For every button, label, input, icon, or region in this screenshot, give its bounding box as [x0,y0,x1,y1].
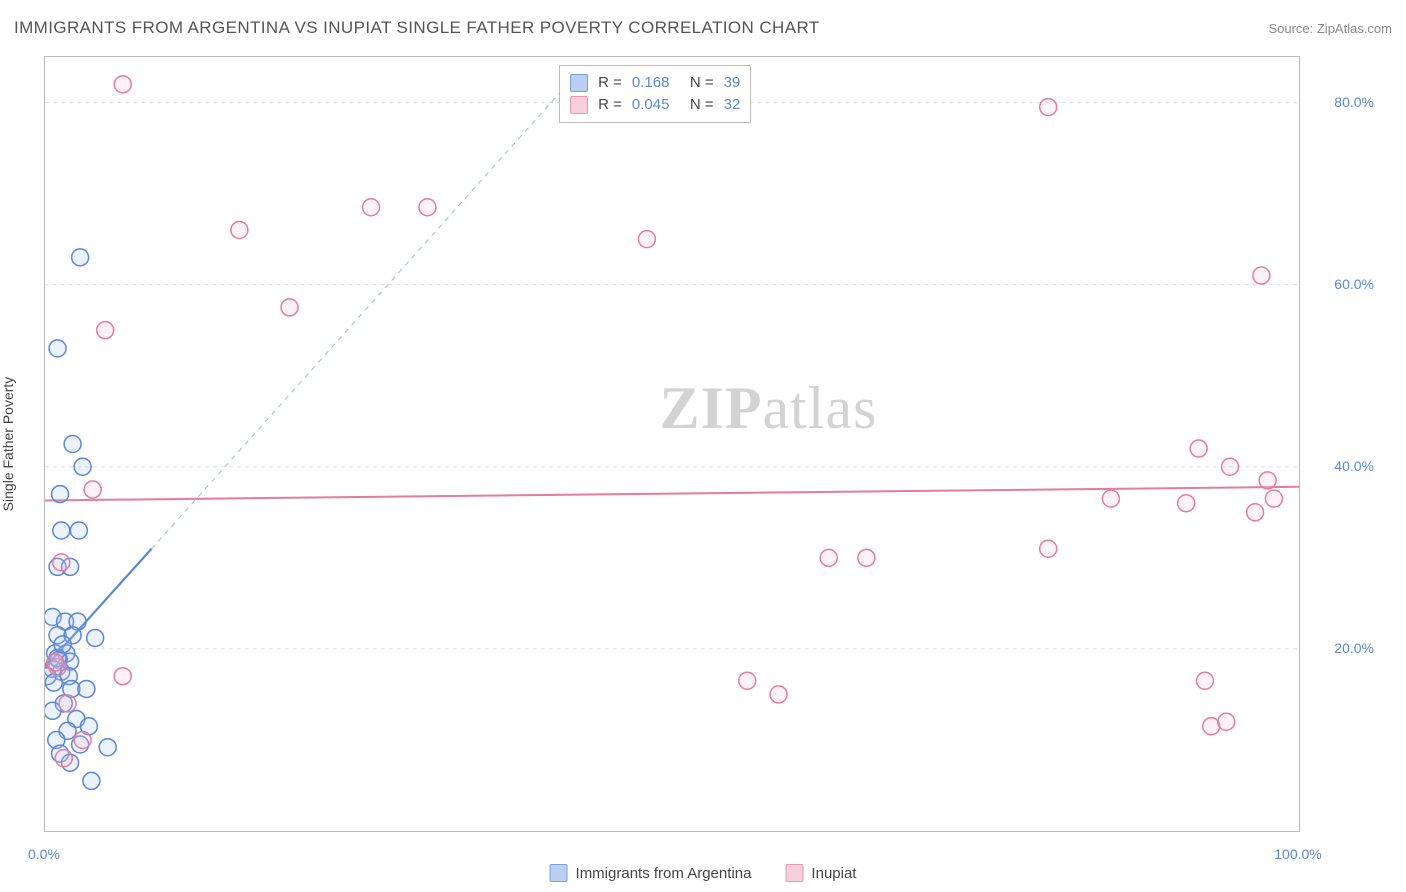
source-line: Source: ZipAtlas.com [1268,21,1392,36]
y-tick-label: 20.0% [1334,640,1374,656]
legend-R-label: R = [598,72,622,94]
bottom-legend: Immigrants from Argentina Inupiat [550,864,857,882]
y-tick-label: 80.0% [1334,94,1374,110]
legend-N-label: N = [690,72,714,94]
legend-swatch [550,864,568,882]
legend-R-value: 0.045 [632,94,680,116]
legend-swatch [785,864,803,882]
source-prefix: Source: [1268,21,1316,36]
legend-stats-box: R = 0.168 N = 39 R = 0.045 N = 32 [559,65,751,123]
source-link[interactable]: ZipAtlas.com [1317,21,1392,36]
legend-N-value: 32 [724,94,741,116]
legend-stats-row: R = 0.045 N = 32 [570,94,740,116]
y-tick-label: 60.0% [1334,276,1374,292]
bottom-legend-label: Immigrants from Argentina [576,865,752,882]
legend-N-label: N = [690,94,714,116]
chart-title: IMMIGRANTS FROM ARGENTINA VS INUPIAT SIN… [14,18,820,38]
legend-R-value: 0.168 [632,72,680,94]
plot-wrapper: Single Father Poverty ZIPatlas R = 0.168… [44,56,1386,832]
legend-swatch [570,74,588,92]
y-tick-label: 40.0% [1334,458,1374,474]
bottom-legend-item: Immigrants from Argentina [550,864,752,882]
plot-area: ZIPatlas R = 0.168 N = 39 R = 0.045 N = … [44,56,1300,832]
legend-N-value: 39 [724,72,741,94]
legend-swatch [570,96,588,114]
y-axis-label: Single Father Poverty [0,377,16,512]
bottom-legend-label: Inupiat [811,865,856,882]
plot-svg [45,57,1299,831]
x-tick-label: 100.0% [1274,846,1321,862]
bottom-legend-item: Inupiat [785,864,856,882]
legend-stats-row: R = 0.168 N = 39 [570,72,740,94]
legend-R-label: R = [598,94,622,116]
x-tick-label: 0.0% [28,846,60,862]
